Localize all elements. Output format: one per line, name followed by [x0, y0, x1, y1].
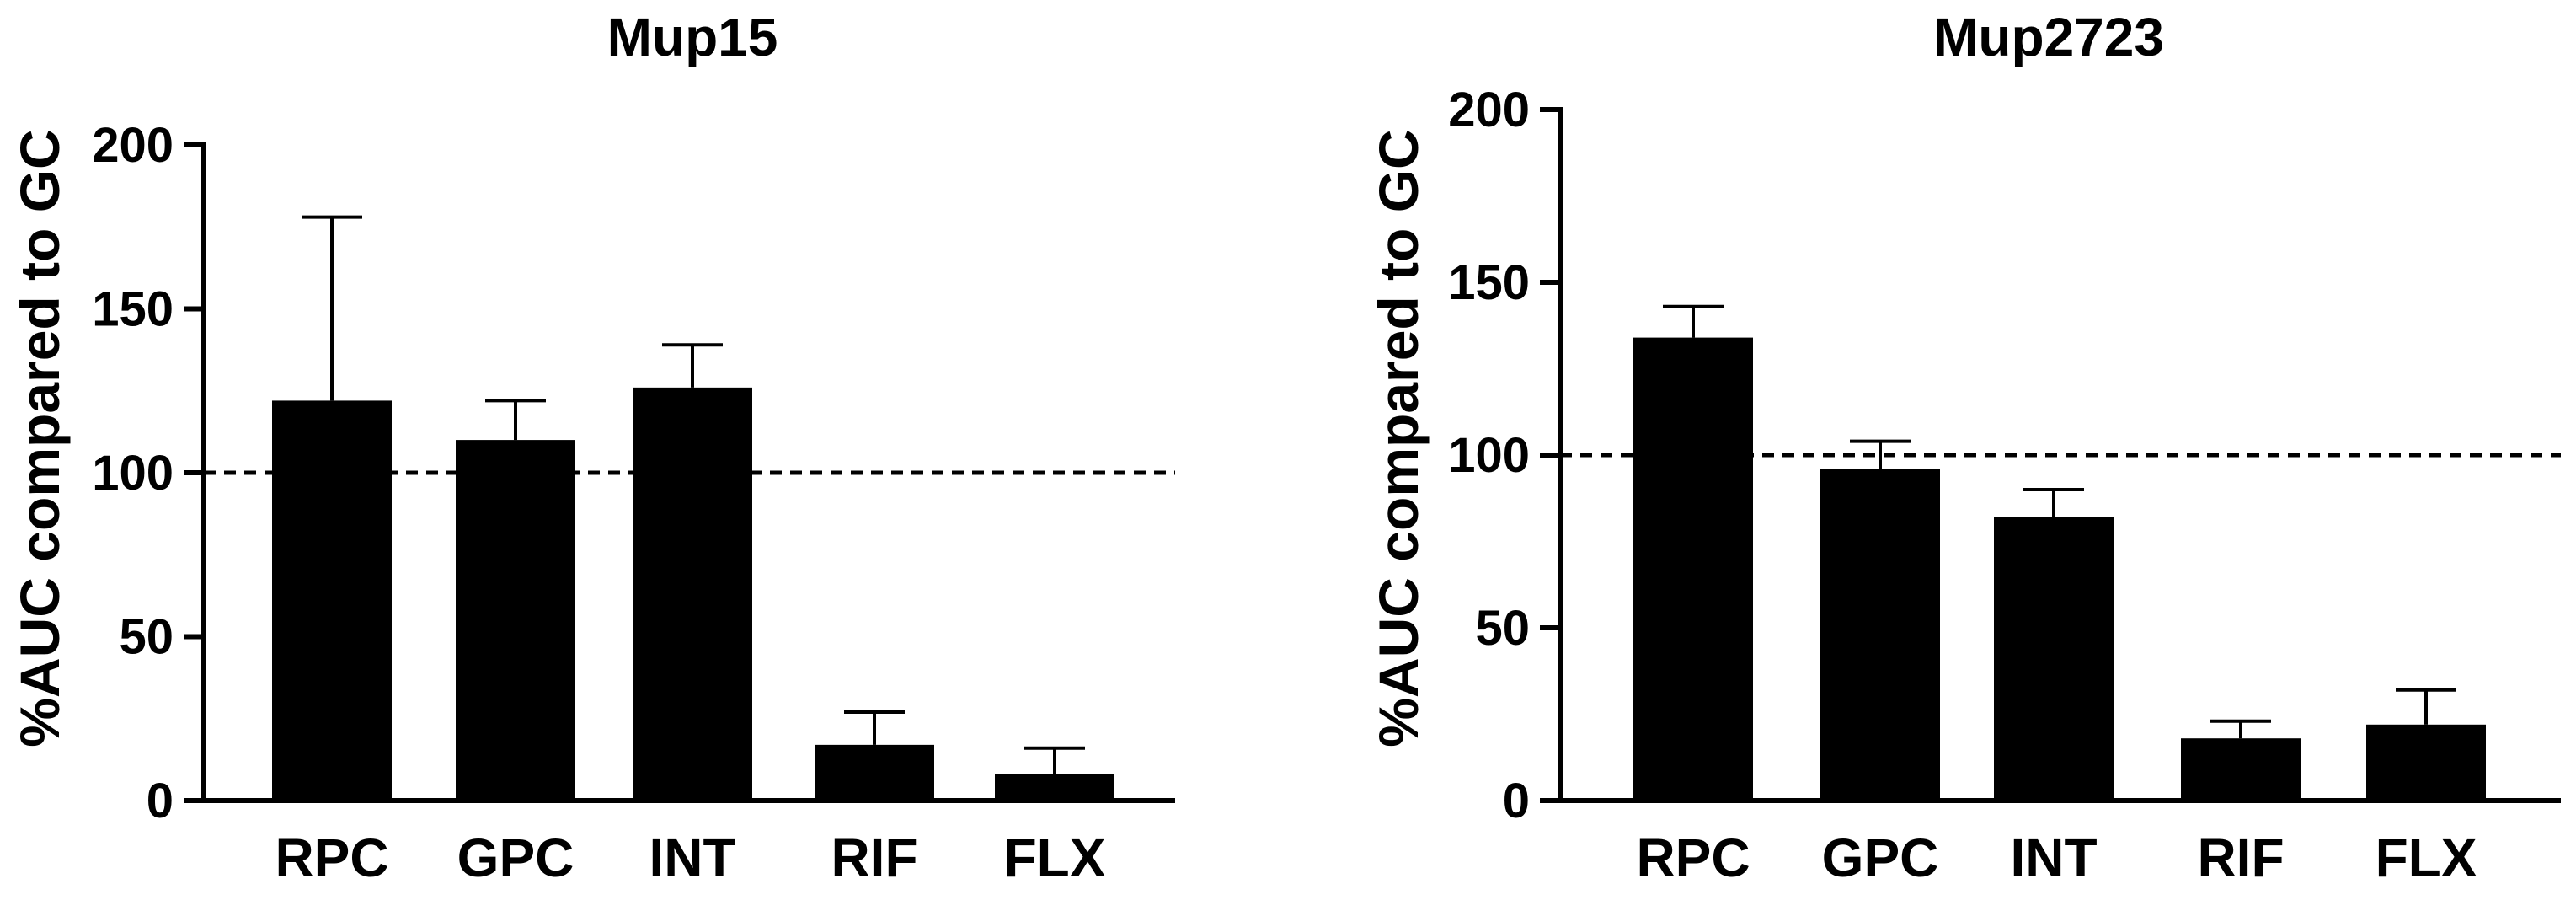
chart-title: Mup15: [607, 7, 778, 67]
y-tick-label: 50: [119, 610, 174, 665]
x-tick-label: RPC: [1636, 828, 1750, 888]
x-tick-label: GPC: [1822, 828, 1939, 888]
bars: [1633, 337, 2486, 801]
x-tick-label: RIF: [831, 828, 917, 888]
y-tick-label: 50: [1475, 601, 1530, 656]
y-tick-label: 150: [92, 282, 174, 337]
bar-rpc: [1633, 337, 1753, 801]
bar-gpc: [456, 440, 575, 801]
chart-title: Mup2723: [1933, 7, 2164, 67]
bar-rif: [2181, 738, 2301, 801]
x-tick-label: FLX: [2376, 828, 2477, 888]
y-tick-label: 150: [1448, 255, 1530, 310]
error-bars: [302, 215, 1085, 774]
chart-panel-mup2723: Mup2723 %AUC compared to GC 0 50 100 150 200…: [1367, 7, 2561, 888]
x-tick-label: RPC: [275, 828, 388, 888]
bar-flx: [995, 774, 1114, 801]
y-tick-label: 100: [92, 446, 174, 501]
bar-rpc: [272, 400, 392, 801]
x-tick-label: GPC: [457, 828, 575, 888]
y-tick-label: 100: [1448, 428, 1530, 483]
bars: [272, 387, 1114, 801]
bar-gpc: [1820, 469, 1940, 801]
bar-rif: [815, 744, 934, 801]
bar-int: [1994, 517, 2114, 801]
x-tick-label: INT: [2010, 828, 2097, 888]
x-tick-label: RIF: [2197, 828, 2284, 888]
y-tick-label: 0: [147, 774, 174, 828]
chart-panel-mup15: Mup15 %AUC compared to GC 0 50 100 150 200 R…: [8, 7, 1175, 888]
error-bars: [1663, 304, 2456, 739]
x-tick-label: INT: [649, 828, 735, 888]
y-tick-label: 200: [92, 118, 174, 173]
y-ticks: 0 50 100 150 200: [92, 118, 204, 828]
x-tick-label: FLX: [1004, 828, 1106, 888]
y-ticks: 0 50 100 150 200: [1448, 83, 1560, 828]
bar-int: [633, 387, 752, 801]
y-axis-label: %AUC compared to GC: [1367, 129, 1430, 747]
y-tick-label: 0: [1503, 774, 1530, 828]
y-axis-label: %AUC compared to GC: [8, 129, 71, 747]
y-tick-label: 200: [1448, 83, 1530, 137]
x-tick-labels: RPC GPC INT RIF FLX: [1636, 828, 2477, 888]
x-tick-labels: RPC GPC INT RIF FLX: [275, 828, 1105, 888]
bar-flx: [2366, 724, 2486, 801]
